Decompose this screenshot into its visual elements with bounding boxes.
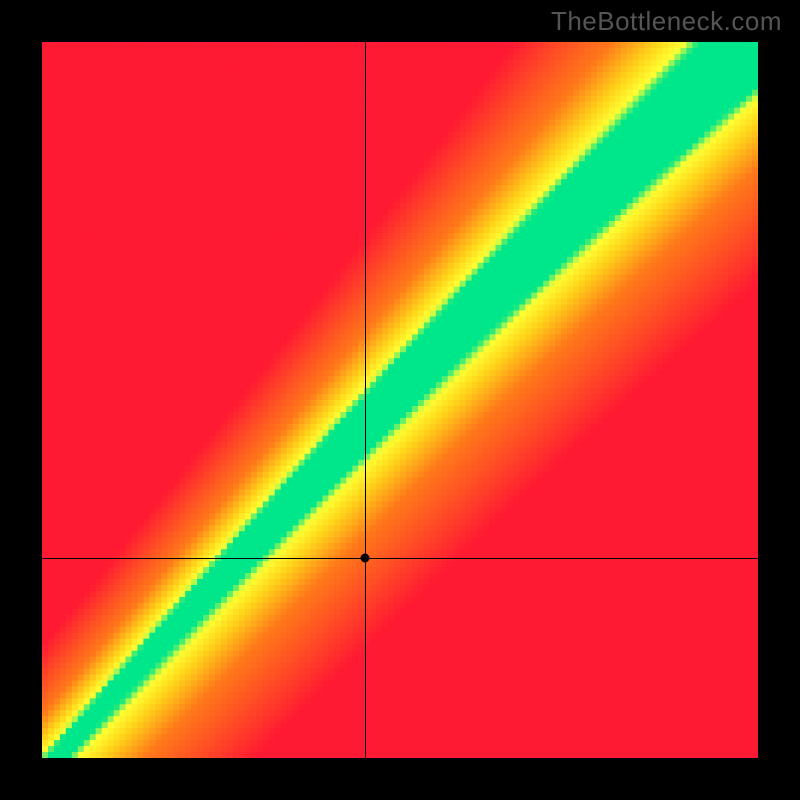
plot-area	[42, 42, 758, 758]
crosshair-marker[interactable]	[360, 554, 369, 563]
watermark-text: TheBottleneck.com	[551, 6, 782, 37]
heatmap-canvas	[42, 42, 758, 758]
crosshair-horizontal	[42, 558, 758, 559]
crosshair-vertical	[365, 42, 366, 758]
chart-container: TheBottleneck.com	[0, 0, 800, 800]
